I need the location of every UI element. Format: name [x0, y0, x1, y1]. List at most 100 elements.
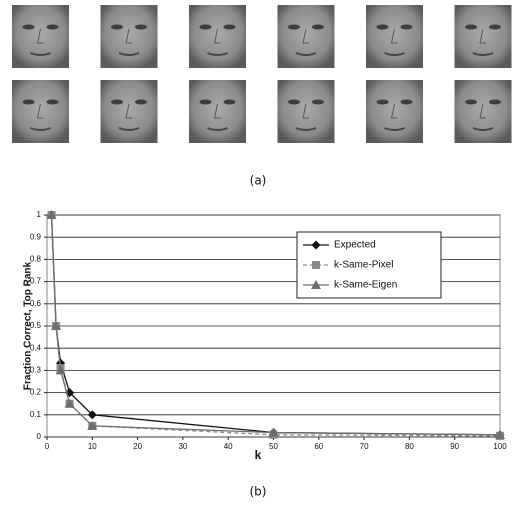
nose	[213, 103, 221, 119]
mouth	[207, 127, 228, 131]
eye	[111, 24, 123, 30]
eye	[312, 24, 324, 30]
eye	[288, 24, 300, 30]
face-bg	[100, 80, 158, 143]
x-tick-label: 70	[360, 442, 369, 451]
face-bg	[277, 80, 335, 143]
face-image	[189, 80, 246, 143]
eye	[135, 24, 147, 30]
x-tick-label: 40	[224, 442, 233, 451]
mouth	[118, 52, 140, 56]
x-tick-label: 80	[405, 442, 414, 451]
nose	[36, 28, 44, 44]
face-image	[366, 5, 423, 68]
face-image	[189, 5, 246, 68]
marker	[495, 429, 505, 439]
y-tick-label: 0.9	[30, 232, 42, 241]
x-tick-label: 20	[133, 442, 142, 451]
face-bg	[454, 80, 512, 143]
mouth	[384, 127, 405, 131]
face-bg	[277, 5, 335, 68]
mouth	[30, 127, 51, 131]
eye	[199, 99, 212, 105]
x-tick-label: 30	[178, 442, 187, 451]
eye	[46, 99, 59, 105]
face-image	[454, 5, 512, 68]
face-bg	[12, 5, 69, 68]
x-tick-label: 60	[314, 442, 323, 451]
x-tick-label: 100	[493, 442, 507, 451]
mouth	[472, 127, 494, 131]
y-tick-label: 0.4	[30, 343, 42, 352]
face-bg	[189, 80, 246, 143]
x-tick-label: 10	[88, 442, 97, 451]
nose	[479, 103, 486, 119]
marker	[55, 365, 66, 375]
eye	[111, 99, 123, 105]
face-bg	[100, 5, 158, 68]
face-image	[12, 80, 69, 143]
y-tick-label: 0.2	[30, 388, 42, 397]
nose	[302, 28, 309, 44]
eye	[135, 99, 147, 105]
eye	[400, 99, 413, 105]
eye	[46, 24, 59, 30]
face-image	[277, 5, 335, 68]
nose	[390, 28, 398, 44]
face-image	[12, 5, 69, 68]
eye	[400, 24, 413, 30]
nose	[36, 103, 44, 119]
panel-label: (b)	[250, 485, 267, 499]
eye	[376, 99, 389, 105]
face-bg	[366, 80, 423, 143]
x-tick-label: 0	[45, 442, 50, 451]
eye	[288, 99, 300, 105]
eye	[376, 24, 389, 30]
nose	[302, 103, 309, 119]
panel-label: (a)	[250, 174, 267, 188]
eye	[223, 99, 236, 105]
marker	[51, 321, 62, 330]
marker	[87, 420, 98, 430]
y-tick-label: 0.6	[30, 299, 42, 308]
face-bg	[454, 5, 512, 68]
mouth	[207, 52, 228, 56]
face-image	[366, 80, 423, 143]
y-tick-label: 0.1	[30, 410, 42, 419]
mouth	[118, 127, 140, 131]
x-tick-label: 50	[269, 442, 278, 451]
face-bg	[366, 5, 423, 68]
mouth	[472, 52, 494, 56]
marker	[87, 410, 97, 420]
marker	[46, 210, 57, 219]
eye	[489, 99, 501, 105]
eye	[199, 24, 212, 30]
y-tick-label: 0.8	[30, 255, 42, 264]
y-tick-label: 0.5	[30, 321, 42, 330]
legend-marker	[311, 240, 321, 250]
x-axis-label: k	[255, 448, 262, 462]
legend-marker	[312, 261, 320, 269]
legend-label: k-Same-Eigen	[334, 280, 397, 291]
mouth	[30, 52, 51, 56]
nose	[125, 28, 132, 44]
eye	[465, 99, 477, 105]
y-tick-label: 1	[37, 210, 42, 219]
nose	[125, 103, 132, 119]
eye	[223, 24, 236, 30]
face-image	[454, 80, 512, 143]
face-image	[100, 80, 158, 143]
x-tick-label: 90	[450, 442, 459, 451]
y-axis-label: Fraction Correct, Top Rank	[23, 261, 34, 390]
y-tick-label: 0	[37, 432, 42, 441]
nose	[479, 28, 486, 44]
face-image	[100, 5, 158, 68]
mouth	[295, 127, 317, 131]
mouth	[295, 52, 317, 56]
face-bg	[12, 80, 69, 143]
marker	[64, 398, 75, 408]
eye	[489, 24, 501, 30]
marker	[268, 427, 279, 437]
face-grid	[12, 5, 512, 143]
